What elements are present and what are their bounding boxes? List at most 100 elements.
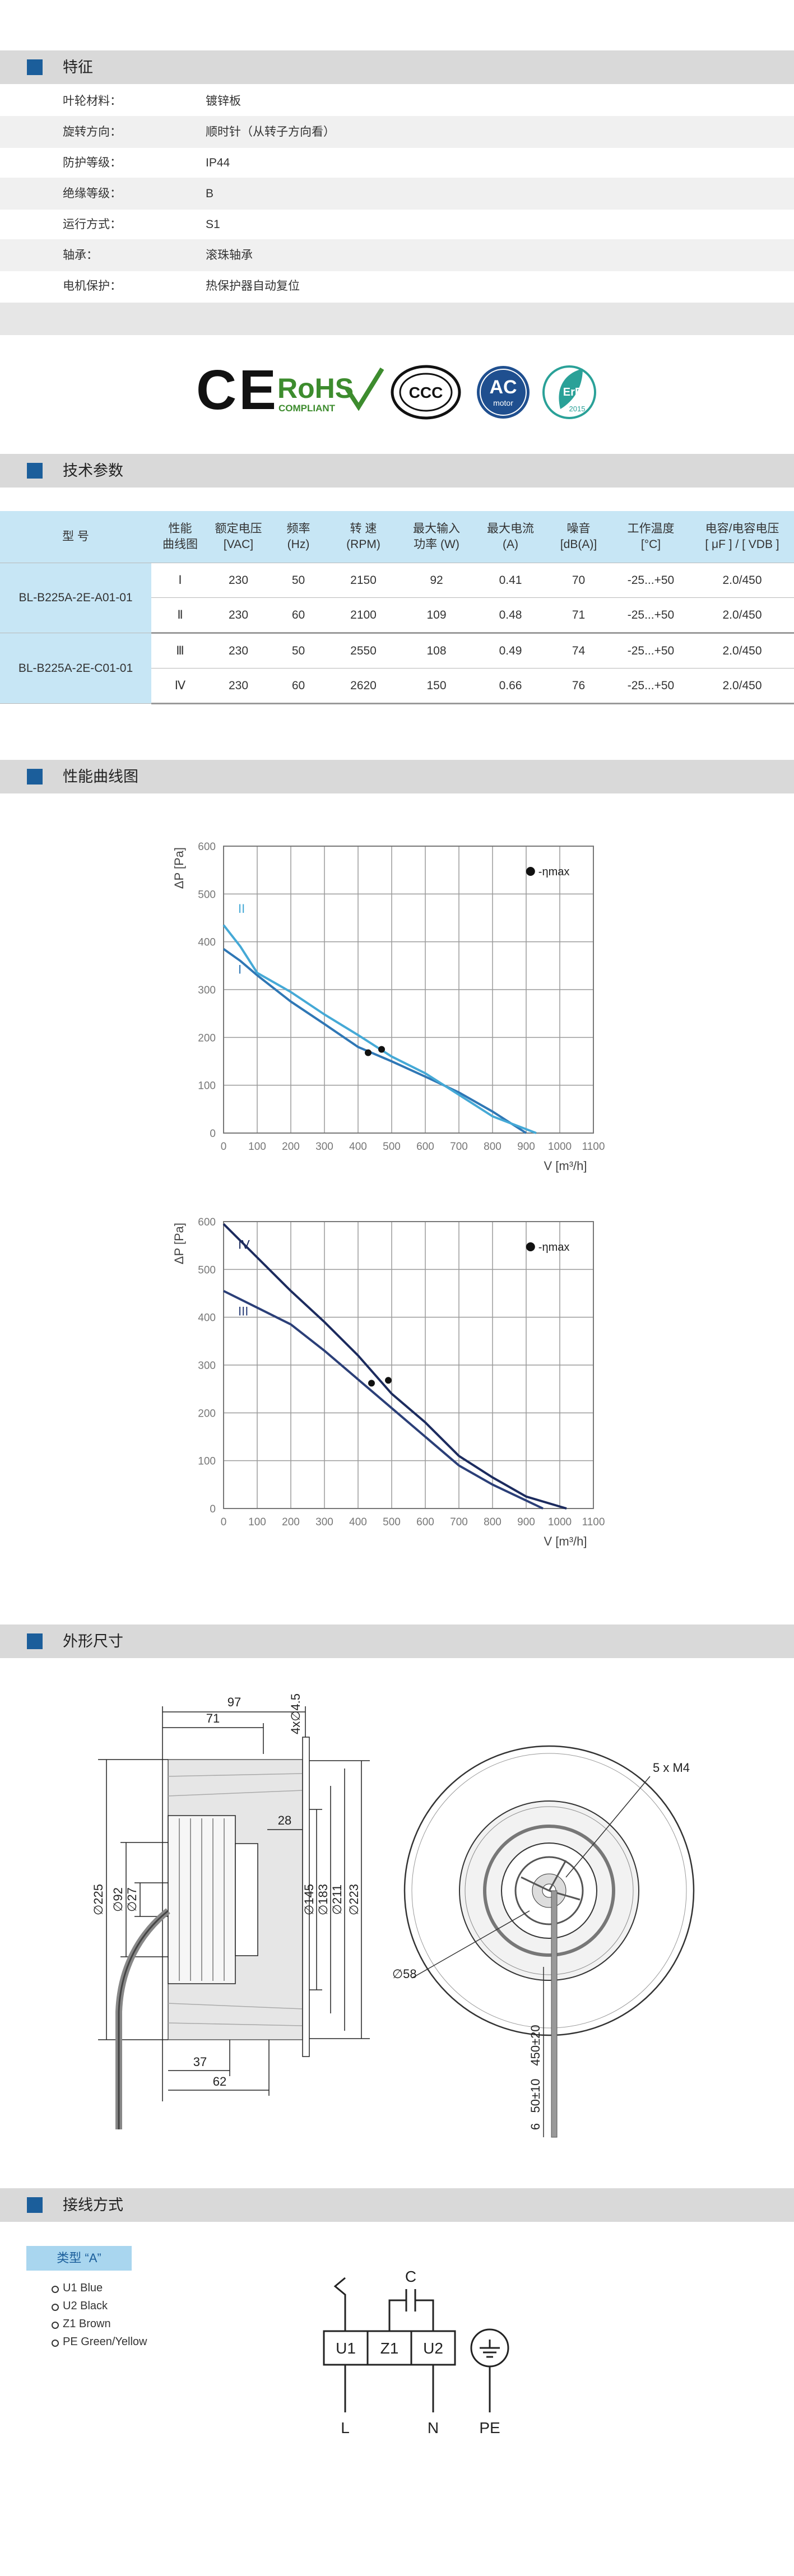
erp-leaf (559, 369, 583, 409)
x-tick-label: 0 (221, 1516, 227, 1528)
erp-ring (542, 365, 596, 419)
table-cell: 76 (546, 668, 611, 704)
feature-value: 镀锌板 (206, 95, 241, 108)
header-line: [dB(A)] (560, 538, 597, 551)
header-cell: 额定电压 [VAC] (209, 511, 268, 563)
section-header: 特征 (0, 50, 794, 84)
wire-label: Z1 (380, 2340, 399, 2357)
header-cell: 最大输入 功率 (W) (398, 511, 475, 563)
section-header: 技术参数 (0, 454, 794, 488)
table-cell: Ⅳ (151, 668, 209, 704)
ccc-outer (391, 365, 461, 420)
dim-label: ∅211 (330, 1885, 344, 1915)
x-tick-label: 600 (416, 1516, 434, 1528)
table-cell: 2620 (329, 668, 398, 704)
header-line: 曲线图 (162, 538, 198, 551)
performance-chart: 0 100 200 300 400 500 600 0 100 200 300 400 500 600 70… (172, 841, 605, 1173)
wire-label: L (341, 2419, 350, 2436)
wiring-lines (323, 2277, 509, 2412)
header-cell: 工作温度 [°C] (611, 511, 690, 563)
divider-band (0, 303, 794, 335)
ccc-logo: CCC (409, 384, 443, 401)
curve-label: IV (238, 1237, 250, 1251)
wiring-type: 类型 “A” (26, 2246, 132, 2271)
table-cell: 0.66 (475, 668, 546, 704)
curve-label: I (238, 962, 242, 976)
feature-row: 旋转方向： 顺时针（从转子方向看） (0, 116, 794, 148)
legend-marker (526, 867, 535, 876)
y-tick-label: 0 (210, 1128, 216, 1140)
x-tick-label: 1100 (582, 1141, 605, 1153)
header-cell: 频率 (Hz) (268, 511, 329, 563)
feature-row: 绝缘等级： B (0, 178, 794, 210)
wire-item: Z1 Brown (52, 2318, 111, 2330)
header-line: 性能 (168, 522, 192, 535)
y-axis-title: ΔP [Pa] (172, 847, 186, 889)
header-line: [VAC] (223, 538, 254, 551)
x-tick-label: 500 (383, 1516, 401, 1528)
table-cell: Ⅲ (151, 633, 209, 669)
dim-label: 97 (227, 1695, 241, 1709)
section-header: 接线方式 (0, 2188, 794, 2222)
x-tick-label: 900 (517, 1516, 535, 1528)
curve-label: III (238, 1305, 248, 1319)
max-efficiency-point (365, 1049, 372, 1056)
table-cell: 74 (546, 633, 611, 669)
table-cell: Ⅰ (151, 563, 209, 598)
curve (222, 948, 527, 1134)
side-view (98, 1706, 370, 2129)
header-line: 电容/电容电压 (705, 522, 779, 535)
plot-frame (223, 846, 594, 1134)
dim-label: 6 (528, 2123, 542, 2130)
feature-value: S1 (206, 218, 220, 231)
feature-key: 电机保护： (63, 280, 122, 293)
header-row: 型 号性能 曲线图 额定电压 [VAC] 频率 (Hz) 转 速 (RPM) 最大输入 功率 (W… (0, 511, 794, 563)
dim-label: 62 (213, 2074, 226, 2088)
legend-label: -ηmax (538, 1241, 570, 1254)
table-cell: 2.0/450 (690, 668, 794, 704)
section-header: 性能曲线图 (0, 760, 794, 793)
dim-label: ∅145 (302, 1884, 316, 1915)
table-body: BL-B225A-2E-A01-01 Ⅰ 230 50 2150 92 0.41 70 -25.… (0, 563, 794, 704)
dim-label: ∅225 (91, 1884, 105, 1915)
header-cell: 性能 曲线图 (151, 511, 209, 563)
y-tick-label: 600 (198, 1217, 216, 1228)
side-labels: 97 71 4x∅4.5 28 ∅225 ∅92 ∅27 ∅145 ∅183 ∅… (91, 1693, 361, 2088)
header-cell: 转 速 (RPM) (329, 511, 398, 563)
table-cell: -25...+50 (611, 563, 690, 598)
feature-key: 轴承： (63, 249, 98, 262)
feature-row: 运行方式： S1 (0, 208, 794, 240)
section-title: 技术参数 (63, 462, 123, 479)
wiring-diagram: C U1 Z1 U2 L N PE (323, 2268, 509, 2436)
table-cell: 70 (546, 563, 611, 598)
table-cell: 0.49 (475, 633, 546, 669)
ac-sub: motor (493, 398, 513, 407)
section-icon (27, 1633, 43, 1649)
ac-badge (477, 366, 530, 419)
legend-label: -ηmax (538, 866, 570, 878)
x-axis-title: V [m³/h] (544, 1159, 587, 1173)
dimension-drawing: 97 71 4x∅4.5 28 ∅225 ∅92 ∅27 ∅145 ∅183 ∅… (91, 1693, 695, 2138)
x-tick-label: 700 (450, 1516, 468, 1528)
rohs-check (344, 367, 384, 411)
table-cell: 230 (209, 633, 268, 669)
feature-row: 叶轮材料： 镀锌板 (0, 85, 794, 117)
header-line: [°C] (640, 538, 661, 551)
dim-label: 4x∅4.5 (289, 1693, 303, 1734)
feature-value: B (206, 187, 214, 200)
table-cell: 0.41 (475, 563, 546, 598)
table-cell: 0.48 (475, 597, 546, 634)
x-tick-label: 400 (349, 1141, 367, 1153)
section-title: 特征 (63, 59, 93, 76)
section-title: 接线方式 (63, 2197, 123, 2213)
table-cell: 50 (268, 633, 329, 669)
table-head: 型 号性能 曲线图 额定电压 [VAC] 频率 (Hz) 转 速 (RPM) 最大输入 功率 (W… (0, 511, 794, 563)
feature-key: 旋转方向： (63, 126, 122, 138)
y-tick-label: 500 (198, 889, 216, 901)
table-cell: 2.0/450 (690, 563, 794, 598)
header-line: [ μF ] / [ VDB ] (705, 538, 779, 551)
wire-item: U2 Black (51, 2300, 108, 2312)
ce-logo: CE (196, 359, 278, 421)
wire-label: PE (479, 2419, 500, 2436)
